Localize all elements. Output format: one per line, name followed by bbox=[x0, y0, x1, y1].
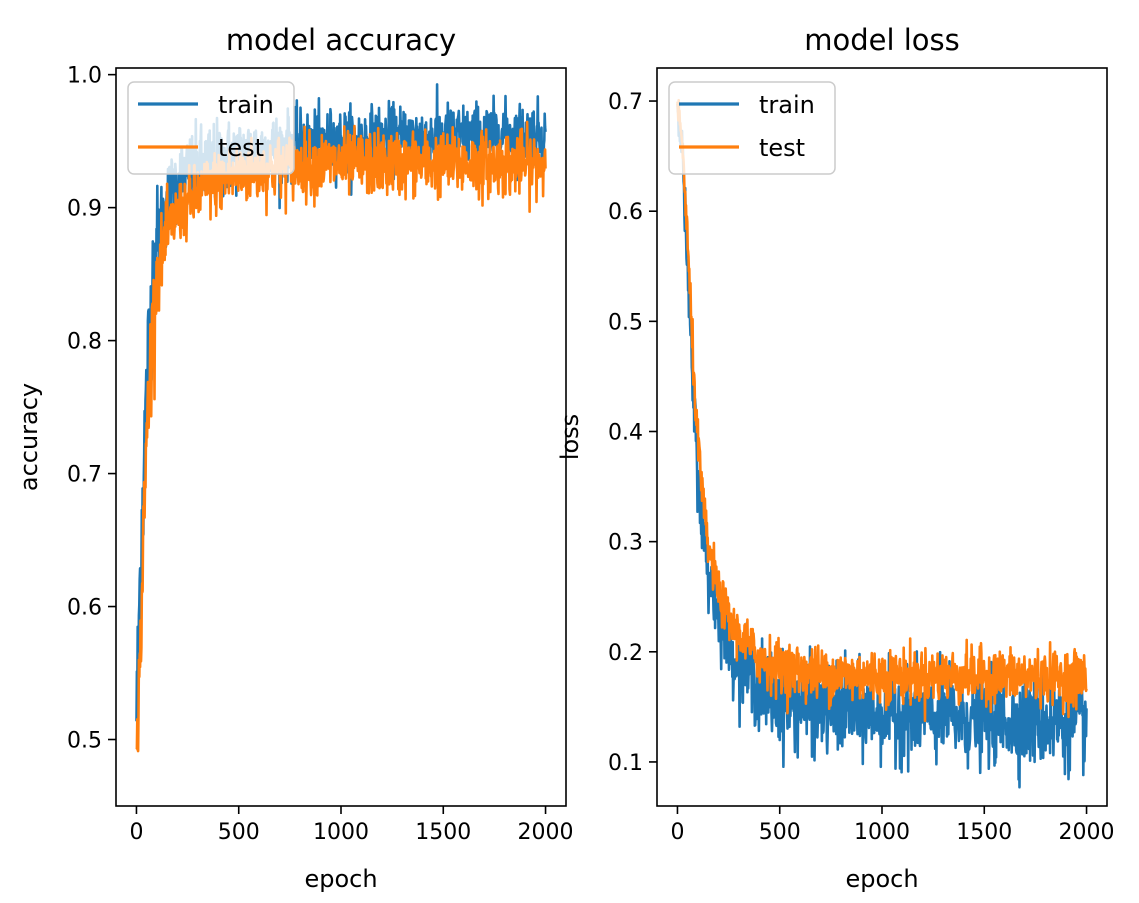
accuracy-x-tick-label: 1000 bbox=[313, 820, 369, 845]
loss-legend-test-label: test bbox=[759, 134, 805, 162]
accuracy-legend: train test bbox=[127, 81, 295, 175]
accuracy-legend-train-label: train bbox=[218, 91, 274, 119]
accuracy-legend-test-label: test bbox=[218, 134, 264, 162]
accuracy-y-axis-label: accuracy bbox=[15, 383, 43, 491]
accuracy-series-test-line bbox=[135, 120, 547, 753]
loss-y-tick-label: 0.7 bbox=[608, 90, 643, 115]
loss-x-axis-label: epoch bbox=[845, 865, 918, 893]
loss-series-test-line bbox=[676, 98, 1088, 723]
loss-y-ticks: 0.1 0.2 0.3 0.4 0.5 0.6 0.7 bbox=[608, 90, 657, 776]
loss-x-tick-label: 1000 bbox=[854, 820, 910, 845]
loss-legend: train test bbox=[668, 81, 836, 175]
loss-x-ticks: 0 500 1000 1500 2000 bbox=[670, 806, 1115, 845]
accuracy-y-ticks: 0.5 0.6 0.7 0.8 0.9 1.0 bbox=[67, 64, 116, 754]
accuracy-y-tick-label: 0.7 bbox=[67, 463, 102, 488]
loss-y-tick-label: 0.6 bbox=[608, 200, 643, 225]
accuracy-y-tick-label: 0.5 bbox=[67, 729, 102, 754]
loss-x-tick-label: 2000 bbox=[1059, 820, 1115, 845]
loss-x-tick-label: 1500 bbox=[956, 820, 1012, 845]
loss-y-tick-label: 0.1 bbox=[608, 751, 643, 776]
accuracy-x-tick-label: 1500 bbox=[415, 820, 471, 845]
loss-x-tick-label: 500 bbox=[759, 820, 801, 845]
accuracy-x-tick-label: 0 bbox=[129, 820, 143, 845]
loss-y-tick-label: 0.4 bbox=[608, 420, 643, 445]
loss-chart: 0 500 1000 1500 2000 0.1 0.2 0.3 0.4 0.5 0.6 0.7 m… bbox=[556, 23, 1115, 893]
accuracy-plot-lines bbox=[135, 83, 547, 753]
accuracy-x-ticks: 0 500 1000 1500 2000 bbox=[129, 806, 574, 845]
accuracy-y-tick-label: 1.0 bbox=[67, 64, 102, 89]
accuracy-x-tick-label: 500 bbox=[218, 820, 260, 845]
loss-legend-train-label: train bbox=[759, 91, 815, 119]
loss-plot-lines bbox=[676, 98, 1088, 789]
loss-y-axis-label: loss bbox=[556, 414, 584, 460]
accuracy-y-tick-label: 0.6 bbox=[67, 596, 102, 621]
accuracy-chart: 0 500 1000 1500 2000 0.5 0.6 0.7 0.8 0.9 1.0 mode… bbox=[15, 23, 574, 893]
accuracy-x-axis-label: epoch bbox=[304, 865, 377, 893]
accuracy-y-tick-label: 0.8 bbox=[67, 330, 102, 355]
accuracy-chart-title: model accuracy bbox=[226, 23, 456, 57]
loss-y-tick-label: 0.2 bbox=[608, 641, 643, 666]
loss-y-tick-label: 0.3 bbox=[608, 531, 643, 556]
loss-y-tick-label: 0.5 bbox=[608, 310, 643, 335]
loss-x-tick-label: 0 bbox=[670, 820, 684, 845]
accuracy-y-tick-label: 0.9 bbox=[67, 197, 102, 222]
accuracy-x-tick-label: 2000 bbox=[518, 820, 574, 845]
loss-chart-title: model loss bbox=[804, 23, 960, 57]
loss-series-train-line bbox=[676, 103, 1088, 789]
